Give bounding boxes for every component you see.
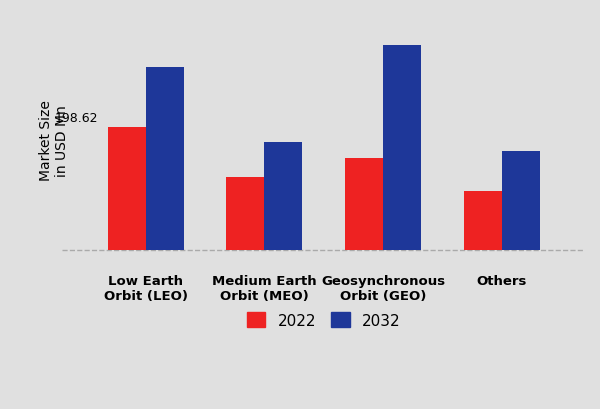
Bar [464, 192, 502, 251]
Text: 198.62: 198.62 [55, 112, 98, 125]
Legend: 2022, 2032: 2022, 2032 [241, 306, 407, 334]
Bar [107, 128, 146, 251]
Bar [146, 68, 184, 251]
Bar [226, 178, 265, 251]
Bar [383, 46, 421, 251]
Bar [345, 159, 383, 251]
Bar [265, 142, 302, 251]
Bar [502, 151, 540, 251]
Y-axis label: Market Size
in USD Mn: Market Size in USD Mn [39, 100, 69, 181]
